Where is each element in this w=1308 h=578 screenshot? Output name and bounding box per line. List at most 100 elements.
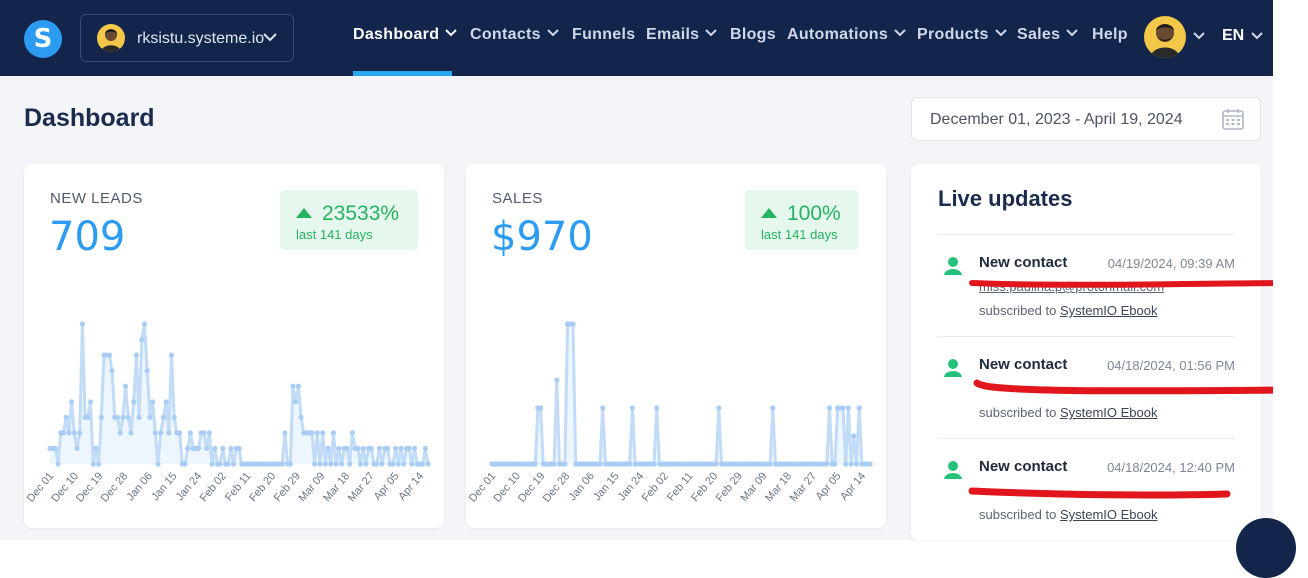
chart-point[interactable] [187, 430, 193, 436]
chart-point[interactable] [600, 405, 606, 411]
nav-item[interactable]: Funnels [572, 26, 635, 44]
chart-point[interactable] [532, 461, 538, 467]
chart-point[interactable] [357, 461, 364, 467]
chart-point[interactable] [597, 461, 603, 467]
chart-point[interactable] [336, 445, 342, 451]
nav-item[interactable]: Help [1092, 26, 1128, 44]
chart-point[interactable] [117, 430, 123, 436]
chart-point[interactable] [279, 461, 285, 467]
chart-point[interactable] [85, 414, 91, 420]
chart-point[interactable] [570, 321, 576, 327]
chart-point[interactable] [355, 445, 361, 451]
chart-point[interactable] [322, 461, 328, 467]
chart-point[interactable] [128, 430, 134, 436]
chart-point[interactable] [141, 321, 148, 327]
user-avatar[interactable] [1144, 16, 1186, 58]
funnel-link[interactable]: SystemIO Ebook [1059, 507, 1158, 522]
chart-point[interactable] [826, 405, 833, 411]
chart-point[interactable] [168, 352, 175, 358]
funnel-link[interactable]: SystemIO Ebook [1059, 405, 1158, 420]
chart-point[interactable] [363, 461, 369, 467]
chart-point[interactable] [339, 461, 345, 467]
date-range-picker[interactable]: December 01, 2023 - April 19, 2024 [911, 97, 1261, 141]
chart-point[interactable] [74, 445, 80, 451]
chart-point[interactable] [204, 445, 210, 451]
chart-point[interactable] [166, 430, 172, 436]
chart-point[interactable] [150, 399, 156, 405]
chart-point[interactable] [155, 461, 161, 467]
chart-point[interactable] [393, 445, 399, 451]
chart-point[interactable] [209, 461, 215, 467]
chart-point[interactable] [201, 430, 207, 436]
chart-point[interactable] [220, 445, 226, 451]
chart-point[interactable] [293, 399, 299, 405]
chart-point[interactable] [360, 445, 366, 451]
chart-point[interactable] [158, 430, 164, 436]
chart-point[interactable] [344, 445, 350, 451]
chart-point[interactable] [236, 445, 242, 451]
chart-point[interactable] [87, 399, 94, 405]
chart-point[interactable] [395, 461, 401, 467]
chevron-down-icon[interactable] [1193, 32, 1205, 40]
chart-point[interactable] [538, 405, 544, 411]
chart-point[interactable] [390, 461, 396, 467]
chart-point[interactable] [325, 445, 331, 451]
chart-point[interactable] [282, 430, 288, 436]
nav-item[interactable]: Products [917, 26, 1007, 44]
nav-item[interactable]: Emails [646, 26, 718, 44]
chart-point[interactable] [832, 461, 838, 467]
chart-point[interactable] [133, 352, 139, 358]
nav-item[interactable]: Automations [787, 26, 906, 44]
chart-point[interactable] [93, 445, 99, 451]
chart-point[interactable] [411, 445, 418, 451]
chart-point[interactable] [228, 445, 234, 451]
chart-point[interactable] [562, 461, 568, 467]
domain-selector[interactable]: rksistu.systeme.io [80, 14, 294, 62]
chart-point[interactable] [206, 430, 212, 436]
chart-point[interactable] [125, 414, 131, 420]
chart-point[interactable] [298, 414, 304, 420]
chart-point[interactable] [71, 430, 77, 436]
chart-point[interactable] [551, 461, 557, 467]
chart-point[interactable] [290, 383, 296, 389]
chart-point[interactable] [843, 461, 849, 467]
nav-item[interactable]: Contacts [470, 26, 559, 44]
chart-point[interactable] [225, 461, 231, 467]
chart-point[interactable] [328, 461, 334, 467]
chart-point[interactable] [374, 461, 380, 467]
chart-point[interactable] [376, 445, 382, 451]
chart-point[interactable] [63, 414, 69, 420]
chart-point[interactable] [152, 430, 158, 436]
chart-point[interactable] [401, 461, 407, 467]
funnel-link[interactable]: SystemIO Ebook [1059, 303, 1158, 318]
chart-point[interactable] [52, 445, 58, 451]
chart-point[interactable] [347, 461, 353, 467]
chart-point[interactable] [79, 321, 85, 327]
chart-point[interactable] [136, 414, 142, 420]
chart-point[interactable] [90, 461, 96, 467]
chart-point[interactable] [314, 430, 320, 436]
chart-point[interactable] [144, 368, 150, 374]
chart-point[interactable] [330, 430, 337, 436]
chart-point[interactable] [55, 461, 61, 467]
chart-point[interactable] [312, 461, 318, 467]
chart-point[interactable] [163, 399, 169, 405]
chart-point[interactable] [182, 461, 188, 467]
chart-point[interactable] [716, 405, 722, 411]
chart-point[interactable] [77, 430, 83, 436]
chart-point[interactable] [654, 405, 660, 411]
chart-point[interactable] [368, 445, 374, 451]
chart-point[interactable] [60, 430, 67, 436]
chart-point[interactable] [66, 430, 72, 436]
nav-item[interactable]: Blogs [730, 26, 776, 44]
chart-point[interactable] [824, 461, 830, 467]
chart-point[interactable] [114, 414, 121, 420]
chart-point[interactable] [422, 445, 428, 451]
chart-point[interactable] [349, 430, 355, 436]
chart-point[interactable] [651, 461, 657, 467]
chart-point[interactable] [309, 430, 315, 436]
chart-point[interactable] [317, 461, 323, 467]
chart-point[interactable] [853, 461, 860, 467]
chart-point[interactable] [554, 377, 560, 383]
chart-point[interactable] [295, 383, 301, 389]
